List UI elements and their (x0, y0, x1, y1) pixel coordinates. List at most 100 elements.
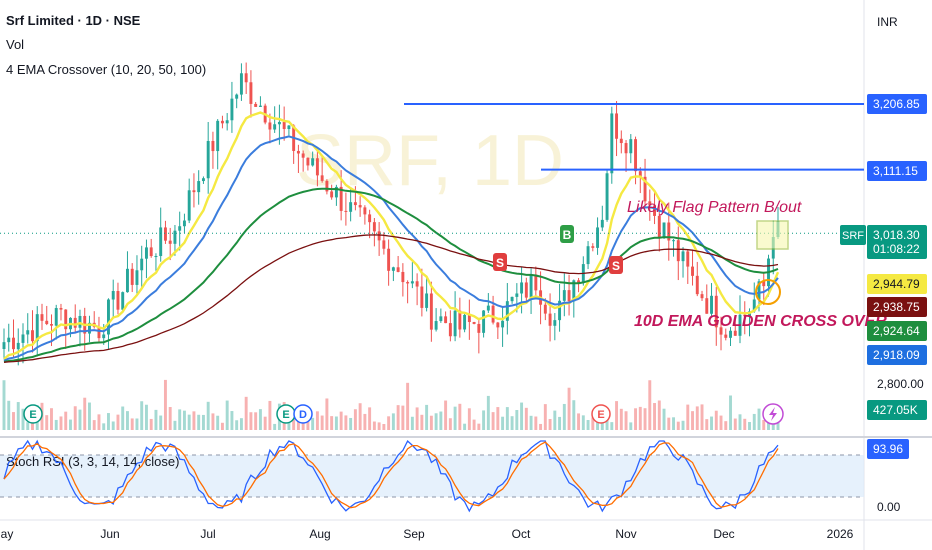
candle-body (653, 205, 657, 216)
candle-body (600, 219, 604, 228)
volume-bar (149, 418, 153, 430)
candle-body (691, 266, 694, 276)
price-label-text: 2,924.64 (873, 324, 920, 338)
volume-bar (477, 423, 481, 430)
annotation-flag-pattern[interactable]: Likely Flag Pattern B/out (627, 199, 802, 216)
candle-body (2, 342, 6, 350)
stoch-value-bg (867, 439, 909, 459)
volume-bar (591, 417, 595, 430)
price-label-bg[interactable] (867, 297, 927, 317)
volume-bar (2, 380, 6, 430)
candle-body (562, 290, 566, 301)
volume-bar (320, 415, 324, 430)
volume-bar (45, 415, 49, 430)
event-badge[interactable] (23, 404, 43, 424)
candle-body (301, 153, 305, 158)
candle-body (225, 120, 229, 124)
candle-body (216, 120, 220, 152)
price-label-bg[interactable] (867, 345, 927, 365)
signal-marker-text: S (496, 256, 504, 270)
volume-bar (724, 421, 728, 430)
price-label-bg[interactable] (867, 161, 927, 181)
signal-marker-bg (609, 256, 623, 274)
ema-legend[interactable]: 4 EMA Crossover (10, 20, 50, 100) (6, 62, 206, 77)
candle-body (135, 270, 139, 285)
volume-bar (615, 401, 619, 430)
volume-bar (111, 421, 115, 430)
stoch-lines (3, 439, 779, 513)
candle-body (97, 326, 101, 339)
volume-bar (102, 423, 106, 430)
volume-bar (273, 423, 277, 430)
volume-bar (254, 412, 258, 430)
volume-bar (486, 395, 490, 430)
volume-legend[interactable]: Vol (6, 37, 24, 52)
x-tick-label: Nov (615, 527, 636, 541)
event-badge[interactable] (591, 404, 611, 424)
candle-body (401, 271, 405, 283)
candle-body (154, 256, 158, 258)
x-tick-label: 2026 (827, 527, 854, 541)
volume-bar (534, 416, 538, 430)
ema-line-100 (3, 234, 779, 363)
volume-bar (653, 403, 657, 430)
volume-bar (306, 421, 310, 430)
candle-body (762, 281, 766, 287)
candle-body (486, 305, 490, 311)
candle-body (572, 280, 576, 302)
candle-body (529, 274, 533, 298)
candle-body (515, 293, 519, 297)
price-label-text: 3,018.30 (873, 228, 920, 242)
volume-bar (634, 408, 638, 430)
candle-body (325, 180, 329, 192)
candle-body (339, 186, 343, 211)
candle-body (605, 173, 609, 220)
x-tick-label: Oct (512, 527, 531, 541)
volume-bar (396, 405, 400, 430)
volume-bar (88, 402, 91, 430)
candle-body (334, 186, 338, 198)
volume-bar (672, 417, 675, 430)
volume-bar (16, 402, 20, 430)
annotation-golden-cross[interactable]: 10D EMA GOLDEN CROSS OVER (634, 313, 887, 330)
price-label-bg[interactable] (867, 94, 927, 114)
candle-body (144, 247, 148, 259)
stoch-legend[interactable]: Stoch RSI (3, 3, 14, 14, close) (6, 454, 179, 469)
volume-bar (135, 418, 139, 430)
volume-bar (648, 380, 652, 430)
volume-bar (406, 382, 410, 430)
candle-body (434, 321, 438, 330)
price-label-bg[interactable] (867, 321, 927, 341)
volume-bar (705, 419, 709, 430)
volume-bar (206, 401, 210, 430)
candle-body (7, 337, 11, 343)
candle-body (121, 292, 125, 310)
event-badge[interactable] (293, 404, 313, 424)
volume-bar (667, 417, 671, 430)
candle-body (320, 175, 324, 181)
candle-body (396, 267, 400, 272)
time-axis: May Jun Jul Aug Sep Oct Nov Dec 2026 (0, 519, 932, 541)
price-label-bg[interactable] (867, 274, 927, 294)
candle-body (88, 322, 91, 334)
currency-label[interactable]: INR (877, 15, 898, 29)
volume-bar (220, 422, 224, 430)
signal-marker-bg (560, 225, 574, 243)
volume-bar (439, 411, 443, 430)
stoch-value-text: 93.96 (873, 442, 903, 456)
candle-body (201, 178, 205, 182)
volume-bar (420, 414, 424, 430)
volume-bar (239, 418, 243, 430)
candle-body (391, 267, 395, 271)
signal-markers: S B S (493, 225, 623, 274)
candle-body (239, 73, 243, 95)
price-label-bg[interactable] (867, 225, 927, 259)
candle-body (477, 323, 481, 333)
symbol-title[interactable]: Srf Limited · 1D · NSE (6, 13, 141, 28)
volume-bar (83, 397, 87, 430)
candle-body (35, 314, 39, 342)
candle-body (130, 268, 134, 285)
